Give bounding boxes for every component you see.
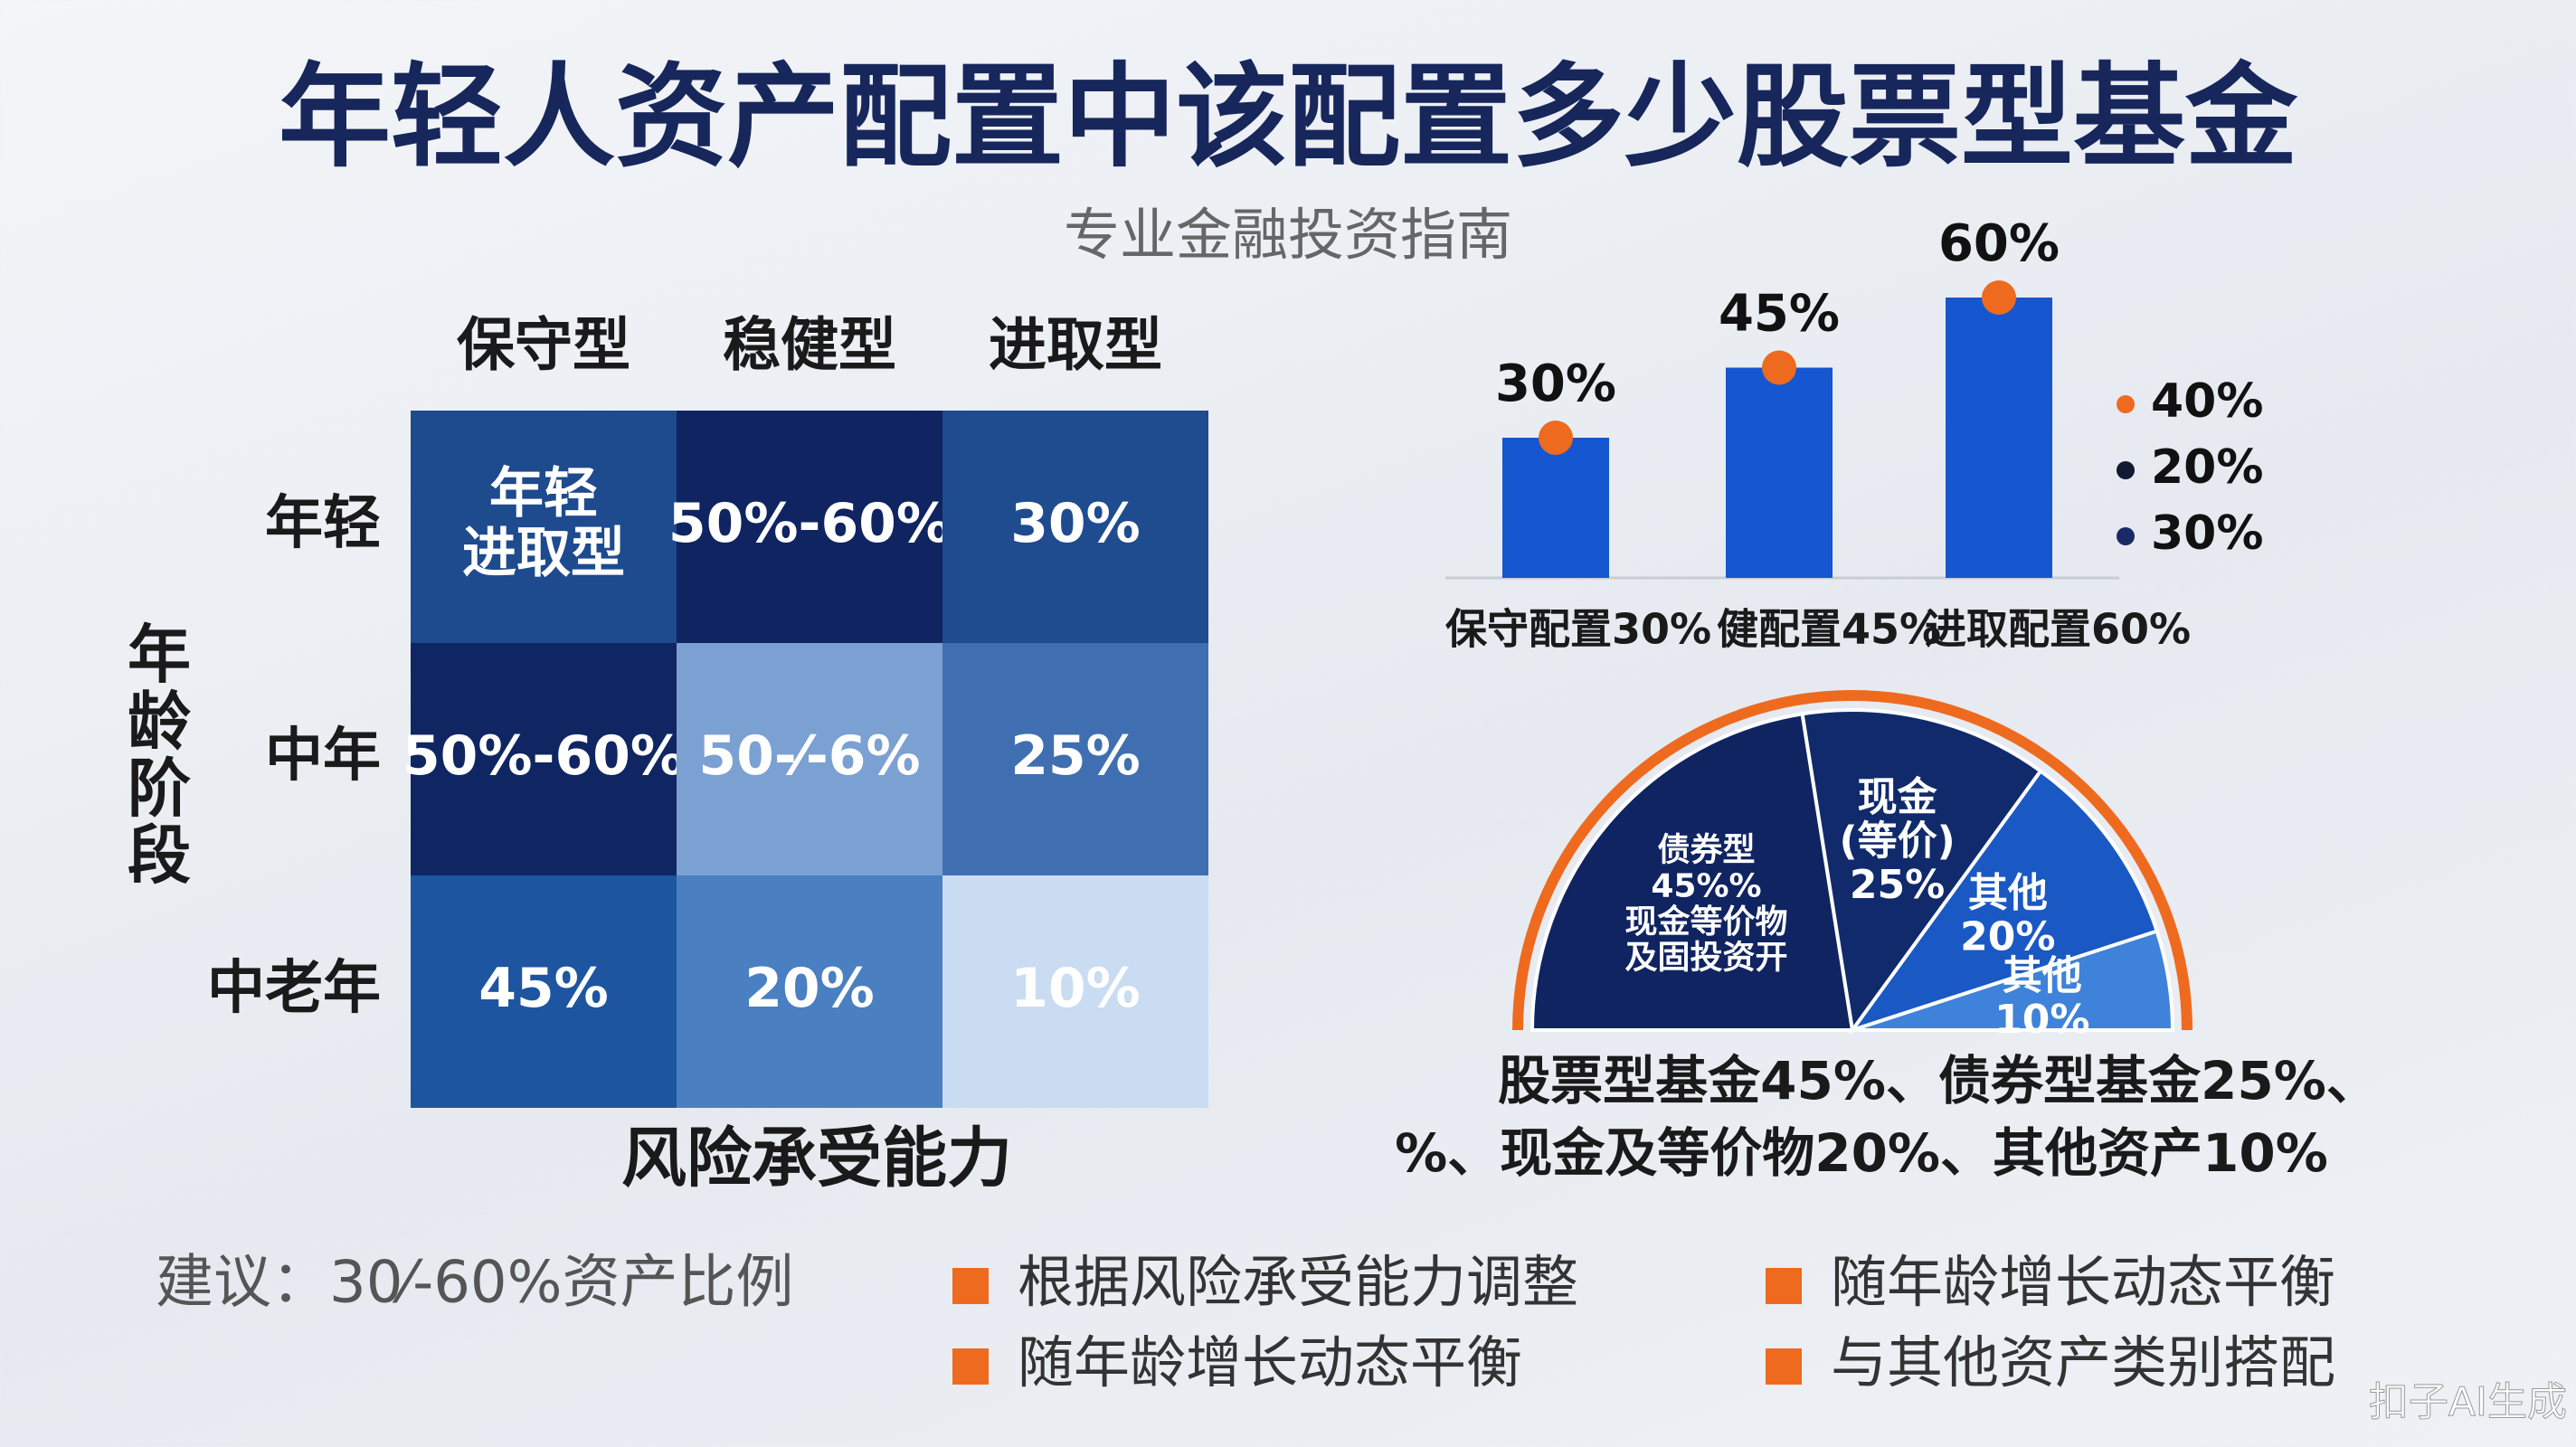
bar-marker [1982,280,2016,315]
bullet-text: 随年龄增长动态平衡 [1018,1329,1522,1395]
pie-caption: %、现金及等价物20%、其他资产10% [1395,1122,2328,1184]
slice-label: 现金等价物 [1624,903,1787,941]
pie-slice [1530,712,1855,1032]
column-header: 保守型 [457,313,630,380]
x-axis-label: 风险承受能力 [621,1121,1012,1196]
legend-dot [2117,461,2135,479]
ring [1512,690,2192,1031]
bullet-square [952,1268,989,1304]
cell-label: 30% [1010,492,1141,555]
pie-slice [1847,768,2160,1034]
pie-caption: 股票型基金45%、债券型基金25%、 [1498,1050,2379,1111]
bar [1946,298,2052,578]
slice-label: 现金 [1858,774,1938,820]
heatmap-cell [411,411,677,643]
slice-label: 45%% [1651,867,1761,904]
slice-label: 10% [1994,997,2089,1043]
bullet-square [1766,1348,1802,1385]
bar [1502,438,1609,578]
watermark: 扣子AI生成 [2369,1379,2567,1425]
bullet-text: 随年龄增长动态平衡 [1831,1249,2335,1315]
heatmap-cell [411,643,677,875]
category-label: 保守配置30% [1445,605,1711,654]
heatmap-cell [942,875,1208,1108]
pie-slice [1852,929,2175,1032]
heatmap-cell [677,411,942,643]
cell-label: 进取型 [462,522,625,585]
slice-label: 其他 [1968,870,2048,916]
cell-label: 50%-60% [402,724,685,788]
column-header: 稳健型 [723,313,896,380]
cell-label: 50-⁄-6% [698,724,920,788]
column-header: 进取型 [989,313,1162,380]
subtitle: 专业金融投资指南 [1064,202,1512,268]
value-label: 45% [1719,285,1840,344]
bar-marker [1762,350,1796,385]
cell-label: 50%-60% [668,492,951,555]
heatmap-cell [942,411,1208,643]
category-label: 进取配置60% [1925,605,2191,654]
legend-label: 20% [2151,440,2263,495]
row-header: 中年 [265,723,381,790]
bullet-square [1766,1268,1802,1304]
row-header: 中老年 [207,955,381,1022]
value-label: 30% [1495,355,1616,413]
bar [1726,367,1833,578]
heatmap-cell [942,643,1208,875]
row-header: 年轻 [265,490,381,557]
legend-label: 40% [2151,374,2263,429]
bar-marker [1539,421,1573,455]
title: 年轻人资产配置中该配置多少股票型基金 [279,52,2298,183]
y-axis-label: 年龄阶段 [128,618,191,893]
cell-label: 10% [1010,957,1141,1020]
slice-label: 债券型 [1657,832,1755,869]
cell-label: 年轻 [489,462,598,525]
bullet-text: 与其他资产类别搭配 [1831,1329,2335,1395]
slice-label: 25% [1850,862,1945,908]
slice-label: 其他 [2003,953,2082,999]
bullet-square [952,1348,989,1385]
bullet-text: 根据风险承受能力调整 [1018,1249,1578,1315]
pie-slice [1800,708,2043,1036]
heatmap-cell [411,875,677,1108]
slice-label: 及固投资开 [1624,939,1787,976]
value-label: 60% [1938,214,2060,273]
heatmap-cell [677,643,942,875]
slice-label: (等价) [1839,818,1955,864]
heatmap-cell [677,875,942,1108]
advice: 建议：30⁄-60%资产比例 [156,1250,793,1317]
cell-label: 20% [744,957,875,1020]
cell-label: 25% [1010,724,1141,788]
legend-dot [2117,527,2135,545]
legend-label: 30% [2151,506,2263,561]
slice-label: 20% [1960,913,2055,960]
cell-label: 45% [478,957,609,1020]
legend-dot [2117,395,2135,413]
category-label: 健配置45% [1717,605,1941,654]
